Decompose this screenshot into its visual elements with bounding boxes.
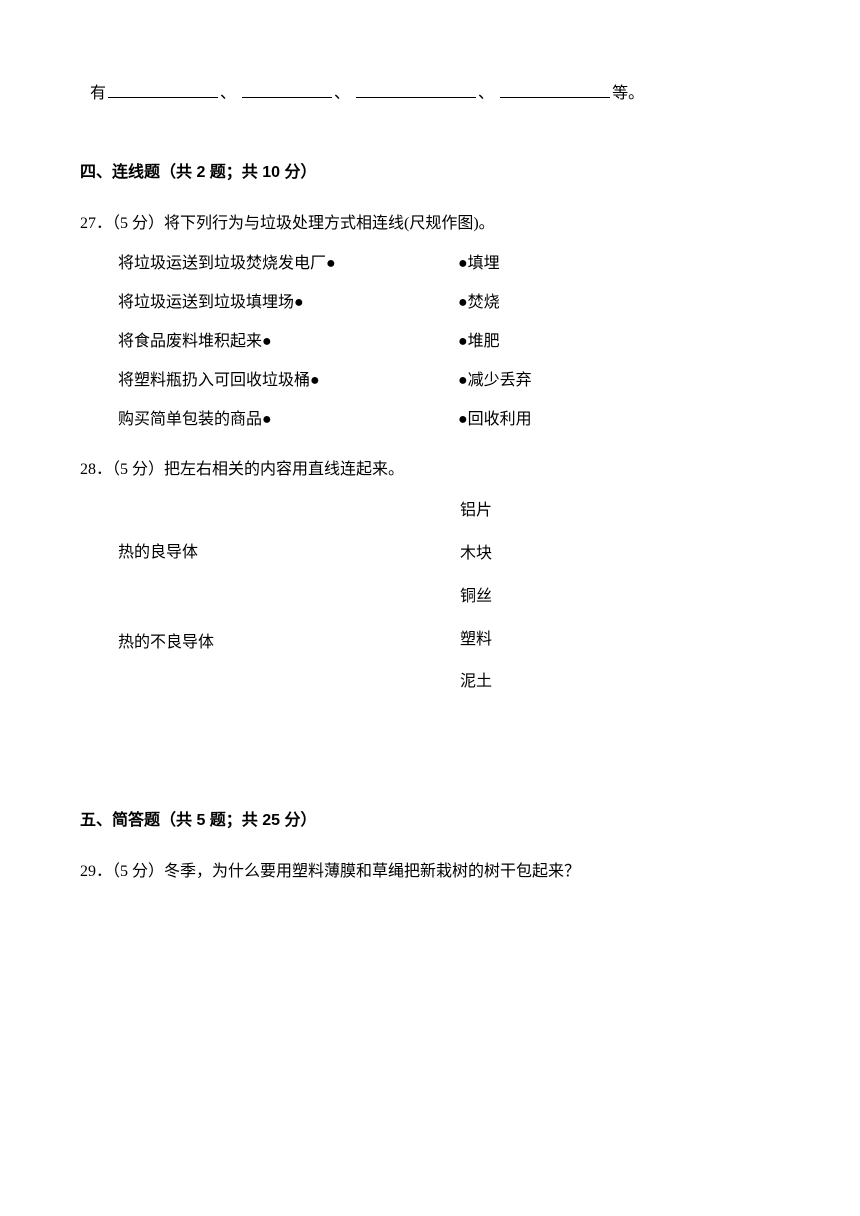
matching-right-item: ●焚烧: [428, 289, 500, 318]
section-4-header: 四、连线题（共 2 题；共 10 分）: [80, 159, 780, 188]
conductor-right-item: 铜丝: [460, 583, 492, 612]
matching-row: 将垃圾运送到垃圾填埋场●●焚烧: [118, 289, 780, 318]
matching-left-item: 将垃圾运送到垃圾焚烧发电厂●: [118, 250, 428, 279]
matching-row: 将塑料瓶扔入可回收垃圾桶●●减少丢弃: [118, 367, 780, 396]
sep-3: 、: [478, 85, 494, 102]
matching-right-item: ●减少丢弃: [428, 367, 532, 396]
conductor-left-item: 热的不良导体: [118, 629, 214, 658]
blank-1[interactable]: [108, 97, 218, 98]
fill-prefix: 有: [90, 85, 106, 102]
question-28: 28．（5 分）把左右相关的内容用直线连起来。 热的良导体热的不良导体 铝片木块…: [80, 456, 780, 727]
matching-left-item: 将塑料瓶扔入可回收垃圾桶●: [118, 367, 428, 396]
blank-3[interactable]: [356, 97, 476, 98]
blank-4[interactable]: [500, 97, 610, 98]
matching-left-item: 购买简单包装的商品●: [118, 406, 428, 435]
sep-1: 、: [220, 85, 236, 102]
question-29-prompt: 29．（5 分）冬季，为什么要用塑料薄膜和草绳把新栽树的树干包起来？: [80, 858, 780, 887]
matching-right-item: ●堆肥: [428, 328, 500, 357]
matching-row: 将垃圾运送到垃圾焚烧发电厂●●填埋: [118, 250, 780, 279]
question-27: 27．（5 分）将下列行为与垃圾处理方式相连线(尺规作图)。 将垃圾运送到垃圾焚…: [80, 210, 780, 435]
question-29: 29．（5 分）冬季，为什么要用塑料薄膜和草绳把新栽树的树干包起来？: [80, 858, 780, 887]
matching-right-item: ●填埋: [428, 250, 500, 279]
conductor-right-item: 塑料: [460, 626, 492, 655]
matching-container-28: 热的良导体热的不良导体 铝片木块铜丝塑料泥土: [80, 497, 780, 727]
question-27-prompt: 27．（5 分）将下列行为与垃圾处理方式相连线(尺规作图)。: [80, 210, 780, 239]
fill-suffix: 等。: [612, 85, 644, 102]
matching-row: 将食品废料堆积起来●●堆肥: [118, 328, 780, 357]
conductor-right-item: 泥土: [460, 668, 492, 697]
conductor-right-item: 铝片: [460, 497, 492, 526]
sep-2: 、: [334, 85, 350, 102]
conductor-right-item: 木块: [460, 540, 492, 569]
matching-right-item: ●回收利用: [428, 406, 532, 435]
matching-left-item: 将垃圾运送到垃圾填埋场●: [118, 289, 428, 318]
matching-container-27: 将垃圾运送到垃圾焚烧发电厂●●填埋将垃圾运送到垃圾填埋场●●焚烧将食品废料堆积起…: [80, 250, 780, 434]
section-5-header: 五、简答题（共 5 题；共 25 分）: [80, 807, 780, 836]
question-28-prompt: 28．（5 分）把左右相关的内容用直线连起来。: [80, 456, 780, 485]
matching-row: 购买简单包装的商品●●回收利用: [118, 406, 780, 435]
continuation-fill-blank: 有 、 、 、 等。: [80, 80, 780, 109]
conductor-left-item: 热的良导体: [118, 539, 198, 568]
matching-left-item: 将食品废料堆积起来●: [118, 328, 428, 357]
blank-2[interactable]: [242, 97, 332, 98]
